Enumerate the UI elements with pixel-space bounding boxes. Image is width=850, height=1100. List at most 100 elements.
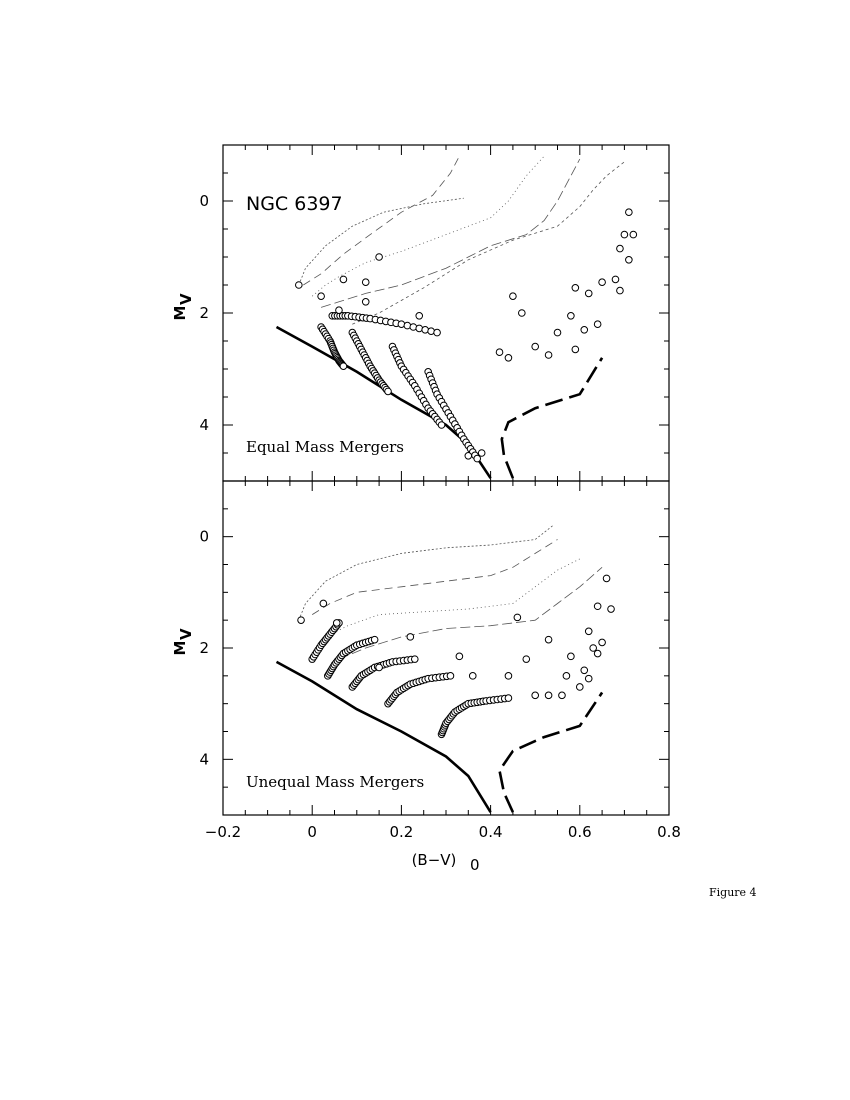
evolutionary-track [320,158,581,308]
merger-point [607,605,615,613]
merger-point [616,286,624,295]
merger-point [504,354,513,362]
merger-point [370,635,379,644]
merger-point [339,362,348,371]
x-axis-title: (B−V) [412,851,457,869]
merger-point [468,672,477,680]
merger-point [602,574,611,583]
merger-point [558,691,566,700]
data-layer [275,155,638,479]
merger-point [437,421,446,429]
panel-label: Equal Mass Mergers [246,438,404,456]
merger-point [317,292,325,301]
chart-title: NGC 6397 [246,193,343,215]
y-tick-label: 4 [199,750,209,768]
merger-point [495,348,504,357]
y-axis-title-group: MV [171,628,195,655]
x-axis-title-sub: 0 [470,856,480,874]
merger-point [611,275,620,284]
merger-point [295,281,303,289]
merger-point [625,208,633,216]
y-tick-label: 4 [199,416,209,434]
merger-point [433,328,441,337]
x-tick-label: 0 [307,823,317,841]
merger-point [513,613,522,622]
giant-branch-line [498,691,604,813]
merger-point [629,230,638,239]
evolutionary-track [311,539,558,615]
merger-point [531,691,540,700]
merger-point [522,655,531,663]
merger-point [562,672,571,680]
evolutionary-track [298,525,554,621]
y-axis-title-group: MV [171,293,195,320]
merger-point [580,666,589,675]
merger-point [375,253,383,261]
y-tick-label: 2 [199,639,209,657]
evolutionary-track [311,155,545,297]
merger-point [473,454,482,463]
figure-caption: Figure 4 [709,886,757,899]
panel-equal-mass-mergers: 0 2 4 MV NGC 6397 Equal Mass Mergers [171,144,670,482]
merger-point [375,663,383,672]
merger-point [598,638,606,647]
merger-point [616,244,624,253]
merger-point [455,652,464,661]
merger-point [504,672,513,680]
merger-point [593,320,602,329]
y-axis-title: M [171,306,189,321]
merger-point [584,627,593,636]
merger-point [361,298,370,306]
merger-point [544,351,553,359]
y-axis-title-sub: V [177,628,195,640]
merger-point [625,256,633,264]
merger-point [464,452,473,460]
merger-point [567,652,575,661]
merger-point [593,649,602,658]
x-tick-label: −0.2 [205,823,241,841]
y-axis-title: M [171,641,189,656]
x-tick-label: 0.8 [657,823,681,841]
merger-point [584,289,593,298]
y-tick-label: 2 [199,304,209,322]
evolutionary-track [303,156,460,286]
merger-point [446,672,455,680]
merger-point [584,674,593,683]
merger-point [571,345,580,354]
x-tick-label: 0.4 [479,823,503,841]
merger-point [576,683,584,691]
evolutionary-track [338,566,603,660]
merger-point [332,619,341,627]
x-tick-label: 0.2 [389,823,413,841]
merger-point [580,326,589,334]
merger-point [598,278,606,287]
data-layer [275,525,615,813]
zams-line [275,660,492,813]
merger-point [544,635,553,644]
merger-point [361,278,370,287]
merger-point [384,387,392,396]
merger-point [477,449,486,457]
x-tick-label: 0.6 [568,823,592,841]
merger-point [319,599,328,608]
merger-point [509,292,517,301]
merger-point [406,633,415,641]
evolutionary-track [352,161,625,325]
evolutionary-track [298,197,464,286]
merger-point [518,309,526,317]
evolutionary-track [325,558,580,638]
merger-point [415,312,424,320]
panel-unequal-mass-mergers: 0 2 4 −0.2 0 0.2 0.4 0.6 0.8 (B−V) 0 MV Unequal Mass… [171,480,681,874]
giant-branch-line [500,357,604,479]
y-tick-label: 0 [199,528,209,546]
merger-point [531,342,540,351]
merger-point [410,655,419,663]
y-axis-title-sub: V [177,293,195,305]
merger-point [544,691,553,700]
merger-point [339,275,348,284]
merger-point [553,328,562,337]
merger-point [589,644,597,652]
merger-point [504,694,513,702]
merger-point [567,312,575,320]
